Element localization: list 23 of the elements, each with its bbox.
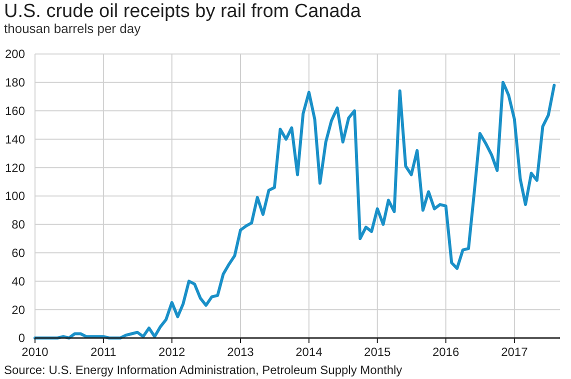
x-tick-label: 2010 xyxy=(22,345,49,359)
chart-subtitle: thousan barrels per day xyxy=(4,21,142,36)
y-tick-label: 60 xyxy=(12,246,26,260)
y-tick-label: 0 xyxy=(18,331,26,346)
y-tick-label: 100 xyxy=(4,189,26,204)
y-tick-label: 200 xyxy=(4,47,26,62)
x-tick-label: 2015 xyxy=(364,345,392,359)
y-tick-label: 80 xyxy=(12,218,26,232)
x-tick-label: 2017 xyxy=(501,345,528,359)
y-tick-label: 140 xyxy=(4,132,26,146)
source-note: Source: U.S. Energy Information Administration, Petroleum Supply Monthly xyxy=(4,363,402,377)
x-tick-label: 2016 xyxy=(432,345,460,359)
line-series xyxy=(34,80,556,340)
x-tick-label: 2011 xyxy=(90,345,117,359)
y-tick-label: 120 xyxy=(4,160,26,175)
chart-title: U.S. crude oil receipts by rail from Canada xyxy=(4,1,362,22)
x-tick-label: 2014 xyxy=(296,345,323,359)
y-tick-label: 180 xyxy=(4,76,26,90)
x-tick-label: 2013 xyxy=(227,345,254,359)
y-tick-label: 160 xyxy=(4,104,26,118)
y-tick-label: 20 xyxy=(12,302,26,317)
x-tick-label: 2012 xyxy=(158,345,186,359)
y-tick-label: 40 xyxy=(12,274,26,288)
